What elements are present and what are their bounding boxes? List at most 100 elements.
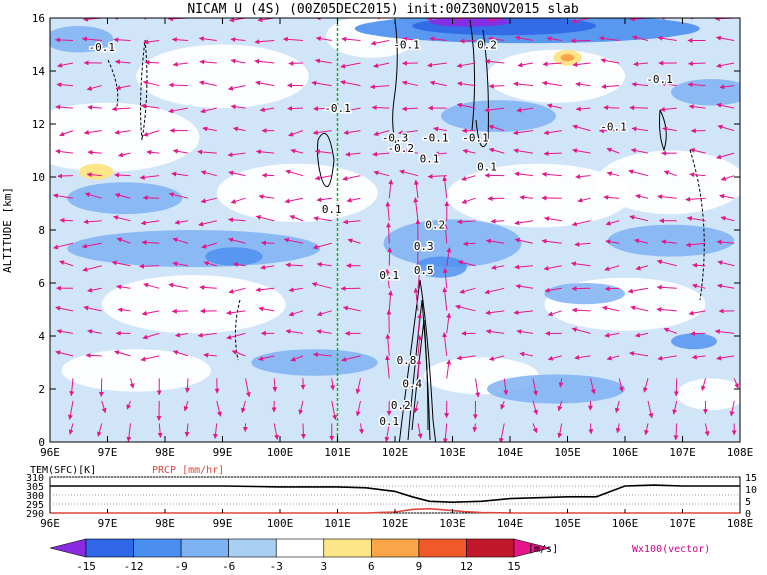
wind-vector [513,309,534,315]
wind-vector [673,378,679,397]
wind-vector [571,307,591,313]
wind-vector [87,329,102,334]
wind-vector [316,329,332,335]
wind-vector [85,352,102,358]
wind-vector [488,124,505,132]
colorbar-segment [85,538,134,558]
wind-vector [627,287,649,294]
wind-vector [172,350,189,357]
wind-vector [417,313,423,334]
wind-vector [230,197,246,204]
wind-vector [630,148,649,154]
x-tick-label: 106E [612,517,639,530]
y-axis-label: ALTITUDE [km] [1,187,14,273]
temperature-line [50,484,740,504]
wind-vector [226,310,246,316]
precipitation-axis-label: PRCP [mm/hr] [152,465,224,476]
wind-vector [575,81,591,87]
x-tick-label: 104E [497,446,524,459]
wind-vector [557,423,563,439]
wind-vector [168,82,189,88]
wind-vector [126,400,132,410]
wind-vector [663,170,677,177]
wind-vector [603,194,620,200]
contour-label: -0.1 [422,131,449,144]
wind-vector [413,179,419,199]
wind-vector [197,332,217,338]
shade-moderate-easterly [251,349,378,376]
wind-vector [634,238,649,244]
contour-label: 0.2 [391,399,411,412]
wind-vector [546,36,562,42]
wind-vector [53,242,74,250]
shade-calm [676,378,740,411]
x-tick-label: 99E [213,517,233,530]
wind-vector [203,261,217,267]
wind-vector [687,61,706,67]
wind-vector [514,35,534,42]
wind-vector [704,423,710,437]
wind-vector [199,80,217,87]
wind-vector [314,175,332,181]
wind-vector [688,104,706,110]
wind-vector [311,80,332,87]
wind-vector [198,36,217,42]
wind-vector [456,81,476,87]
wind-vector [547,355,562,361]
wind-vector [572,62,591,68]
wind-vector [115,85,131,91]
wind-vector [446,247,452,266]
wind-vector [111,260,131,267]
wind-shading [50,18,740,442]
wind-vector [341,36,361,42]
wind-vector [290,355,304,362]
wind-vector [413,197,419,221]
wind-vector [330,378,336,391]
wind-vector [717,124,735,132]
wind-vector [456,62,476,68]
wind-vector [56,328,74,334]
wind-vector [455,304,476,312]
wind-vector [142,332,160,340]
wind-vector [442,332,448,356]
wind-vector [657,194,677,200]
contour-label: -0.1 [393,39,420,52]
contour-line [317,132,335,188]
wind-vector [488,83,505,89]
wind-vector [141,239,160,245]
contour-label: -0.1 [324,102,351,115]
wind-vector [312,352,332,358]
wind-vector [442,267,448,289]
wind-vector [175,332,189,338]
wind-vector [140,220,160,226]
wind-vector [598,35,620,42]
wind-vector [371,105,390,111]
wind-vector [462,148,476,154]
wind-vector [503,378,509,396]
colorbar-tick-label: -6 [222,560,235,573]
wind-vector [232,126,246,132]
wind-vector [442,423,448,442]
wind-vector [515,283,534,289]
wind-vector [285,262,304,268]
wind-vector [56,82,74,88]
wind-vector [519,351,534,357]
wind-vector [171,171,189,177]
wind-vector [433,126,447,132]
wind-vector [427,173,447,179]
wind-vector [228,287,246,294]
wind-vector [606,355,620,361]
wind-vector [686,216,706,222]
wind-vector [355,378,361,395]
contour-line-negative [234,299,241,361]
wind-vector [672,400,678,415]
wind-vector [83,219,102,225]
wind-vector [434,151,447,157]
wind-vector [614,400,620,414]
contour-line [469,19,476,131]
temperature-tick-label: 305 [26,482,44,493]
x-axis: 96E 97E 98E 99E 100E 101E 102E 103E 104E 105E 106E… [40,18,753,459]
temperature-axis-label: TEM(SFC)[K] [30,465,96,476]
wind-vector [488,355,505,361]
